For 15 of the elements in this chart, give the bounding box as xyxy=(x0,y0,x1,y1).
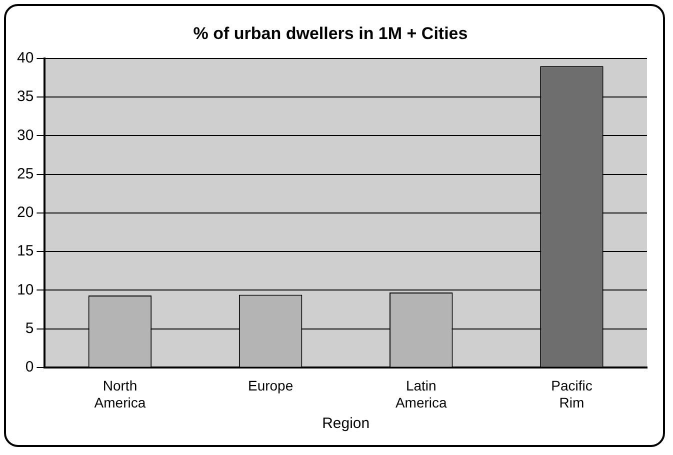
chart-title: % of urban dwellers in 1M + Cities xyxy=(193,24,468,43)
y-tick-label: 0 xyxy=(25,358,34,376)
y-tick-label: 15 xyxy=(16,242,34,260)
x-tick-label: Europe xyxy=(248,378,294,394)
x-tick-label: Pacific Rim xyxy=(551,378,592,410)
y-tick-label: 5 xyxy=(25,320,34,337)
x-axis-title: Region xyxy=(322,415,370,432)
y-tick-label: 30 xyxy=(16,126,34,144)
y-tick-label: 10 xyxy=(16,281,34,298)
y-tick-label: 40 xyxy=(16,50,34,67)
y-tick-label: 25 xyxy=(16,165,34,182)
y-tick-label: 20 xyxy=(16,204,34,222)
y-tick-label: 35 xyxy=(16,88,34,106)
x-tick-label: Latin America xyxy=(395,378,448,410)
x-tick-label: North America xyxy=(94,378,146,410)
